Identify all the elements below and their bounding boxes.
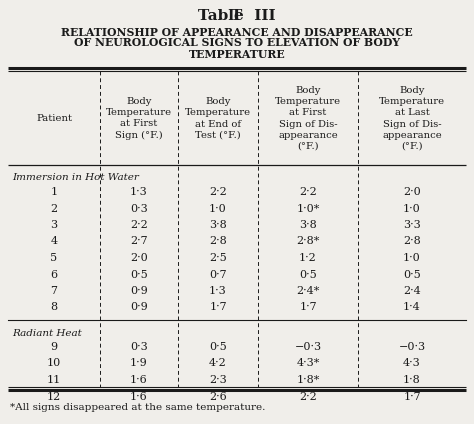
Text: 1·6: 1·6 (130, 375, 148, 385)
Text: −0·3: −0·3 (294, 342, 321, 352)
Text: Body
Temperature
at Last
Sign of Dis-
appearance
(°F.): Body Temperature at Last Sign of Dis- ap… (379, 86, 445, 151)
Text: 0·5: 0·5 (209, 342, 227, 352)
Text: 3·8: 3·8 (209, 220, 227, 230)
Text: 1·7: 1·7 (209, 302, 227, 312)
Text: TEMPERATURE: TEMPERATURE (189, 48, 285, 59)
Text: 2·8: 2·8 (209, 237, 227, 246)
Text: 2: 2 (50, 204, 57, 214)
Text: Body
Temperature
at End of
Test (°F.): Body Temperature at End of Test (°F.) (185, 98, 251, 139)
Text: 2·2: 2·2 (130, 220, 148, 230)
Text: 1·4: 1·4 (403, 302, 421, 312)
Text: 4: 4 (50, 237, 57, 246)
Text: 3·3: 3·3 (403, 220, 421, 230)
Text: 0·3: 0·3 (130, 342, 148, 352)
Text: 11: 11 (47, 375, 61, 385)
Text: 0·5: 0·5 (130, 270, 148, 279)
Text: 2·4: 2·4 (403, 286, 421, 296)
Text: T: T (231, 9, 243, 23)
Text: 5: 5 (50, 253, 57, 263)
Text: 0·5: 0·5 (299, 270, 317, 279)
Text: 1·8: 1·8 (403, 375, 421, 385)
Text: 1·7: 1·7 (403, 391, 421, 402)
Text: 3·8: 3·8 (299, 220, 317, 230)
Text: 7: 7 (51, 286, 57, 296)
Text: RELATIONSHIP OF APPEARANCE AND DISAPPEARANCE: RELATIONSHIP OF APPEARANCE AND DISAPPEAR… (61, 26, 413, 37)
Text: OF NEUROLOGICAL SIGNS TO ELEVATION OF BODY: OF NEUROLOGICAL SIGNS TO ELEVATION OF BO… (74, 37, 400, 48)
Text: 1·9: 1·9 (130, 359, 148, 368)
Text: 1·7: 1·7 (299, 302, 317, 312)
Text: 0·3: 0·3 (130, 204, 148, 214)
Text: 2·0: 2·0 (130, 253, 148, 263)
Text: 4·3*: 4·3* (296, 359, 319, 368)
Text: 1·0: 1·0 (403, 204, 421, 214)
Text: 8: 8 (50, 302, 57, 312)
Text: 12: 12 (47, 391, 61, 402)
Text: 2·3: 2·3 (209, 375, 227, 385)
Text: 0·9: 0·9 (130, 286, 148, 296)
Text: 1: 1 (50, 187, 57, 197)
Text: 2·6: 2·6 (209, 391, 227, 402)
Text: −0·3: −0·3 (399, 342, 426, 352)
Text: 2·2: 2·2 (209, 187, 227, 197)
Text: 1·6: 1·6 (130, 391, 148, 402)
Text: 9: 9 (50, 342, 57, 352)
Text: 2·2: 2·2 (299, 391, 317, 402)
Text: 2·7: 2·7 (130, 237, 148, 246)
Text: 6: 6 (50, 270, 57, 279)
Text: 1·3: 1·3 (209, 286, 227, 296)
Text: 3: 3 (50, 220, 57, 230)
Text: 10: 10 (47, 359, 61, 368)
Text: 1·2: 1·2 (299, 253, 317, 263)
Text: 4·3: 4·3 (403, 359, 421, 368)
Text: 1·0: 1·0 (209, 204, 227, 214)
Text: 4·2: 4·2 (209, 359, 227, 368)
Text: 0·5: 0·5 (403, 270, 421, 279)
Text: Immersion in Hot Water: Immersion in Hot Water (12, 173, 139, 181)
Text: Patient: Patient (36, 114, 72, 123)
Text: 1·0*: 1·0* (296, 204, 319, 214)
Text: 2·4*: 2·4* (296, 286, 319, 296)
Text: 2·8*: 2·8* (296, 237, 319, 246)
Text: Body
Temperature
at First
Sign of Dis-
appearance
(°F.): Body Temperature at First Sign of Dis- a… (275, 86, 341, 151)
Text: Table  III: Table III (198, 9, 276, 23)
Text: 2·0: 2·0 (403, 187, 421, 197)
Text: 1·8*: 1·8* (296, 375, 319, 385)
Text: Radiant Heat: Radiant Heat (12, 329, 82, 338)
Text: 1·3: 1·3 (130, 187, 148, 197)
Text: 2·8: 2·8 (403, 237, 421, 246)
Text: 0·9: 0·9 (130, 302, 148, 312)
Text: *All signs disappeared at the same temperature.: *All signs disappeared at the same tempe… (10, 404, 265, 413)
Text: 2·2: 2·2 (299, 187, 317, 197)
Text: 1·0: 1·0 (403, 253, 421, 263)
Text: Body
Temperature
at First
Sign (°F.): Body Temperature at First Sign (°F.) (106, 97, 172, 140)
Text: 2·5: 2·5 (209, 253, 227, 263)
Text: 0·7: 0·7 (209, 270, 227, 279)
